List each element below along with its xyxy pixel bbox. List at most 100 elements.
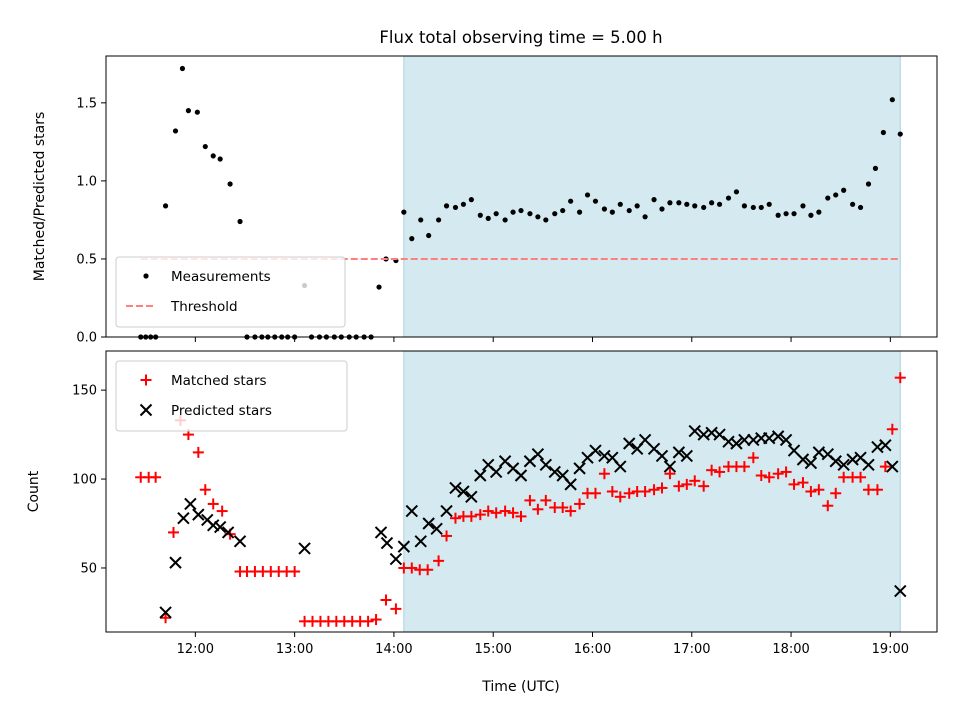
- ratio-legend: Measurements Threshold: [115, 256, 346, 328]
- ratio-panel: 0.0 0.5 1.0 1.5 Matched/Predicted stars Mea…: [32, 55, 938, 346]
- matched-stars-point: [788, 478, 800, 490]
- predicted-stars-point: [573, 462, 586, 475]
- measurements-point: [857, 204, 864, 211]
- matched-stars-point: [433, 555, 445, 567]
- predicted-stars-point: [457, 485, 470, 498]
- measurements-point: [716, 201, 723, 207]
- matched-stars-point: [894, 372, 906, 384]
- observing-window-shade: [403, 350, 901, 633]
- legend-swatch-measurements: [143, 273, 149, 279]
- matched-stars-point: [664, 468, 676, 480]
- measurements-point: [676, 200, 682, 206]
- predicted-stars-point: [548, 465, 561, 479]
- measurements-point: [684, 201, 690, 207]
- predicted-stars-point: [829, 455, 842, 468]
- legend-label-matched-stars: Matched stars: [171, 373, 267, 389]
- measurements-point: [667, 200, 673, 206]
- matched-stars-point: [871, 484, 883, 496]
- predicted-stars-point: [489, 465, 503, 479]
- measurements-point: [502, 217, 508, 223]
- y-tick-label: 1.0: [76, 174, 97, 189]
- measurements-point: [172, 128, 179, 134]
- x-tick-label: 18:00: [772, 642, 809, 657]
- measurements-point: [493, 211, 499, 217]
- predicted-stars-point: [894, 584, 907, 598]
- measurements-point: [376, 284, 382, 290]
- predicted-stars-point: [623, 437, 636, 450]
- matched-stars-point: [540, 494, 552, 506]
- predicted-stars-point: [374, 526, 388, 539]
- x-tick-label: 12:00: [177, 642, 214, 657]
- measurements-point: [485, 215, 491, 221]
- predicted-stars-point: [177, 511, 190, 525]
- predicted-stars-point: [779, 433, 793, 447]
- measurements-point: [833, 192, 839, 198]
- y-tick-label: 150: [72, 384, 97, 399]
- legend-label-predicted-stars: Predicted stars: [171, 403, 272, 419]
- measurements-point: [889, 97, 895, 103]
- predicted-stars-point: [192, 508, 205, 521]
- measurements-point: [179, 65, 186, 72]
- matched-stars-point: [390, 603, 402, 615]
- matched-stars-point: [216, 505, 228, 517]
- measurements-point: [791, 211, 797, 217]
- matched-stars-point: [589, 487, 601, 499]
- measurements-point: [750, 204, 756, 211]
- matched-stars-point: [830, 487, 842, 499]
- matched-stars-point: [623, 487, 635, 499]
- measurements-point: [626, 207, 632, 214]
- legend-swatch-matched-stars: [140, 374, 152, 386]
- matched-stars-point: [380, 594, 392, 606]
- measurements-point: [897, 131, 903, 137]
- matched-stars-point: [565, 505, 577, 517]
- measurements-point: [452, 204, 459, 211]
- y-tick-label: 100: [72, 473, 97, 488]
- predicted-stars-point: [233, 535, 247, 548]
- measurements-point: [227, 181, 233, 187]
- legend-label-measurements: Measurements: [171, 269, 271, 285]
- matched-stars-point: [370, 614, 382, 626]
- predicted-stars-point: [663, 460, 677, 473]
- measurements-point: [584, 192, 591, 198]
- predicted-stars-point: [449, 481, 462, 495]
- matched-stars-point: [763, 471, 775, 483]
- legend-box: [115, 256, 346, 328]
- x-tick-label: 13:00: [276, 642, 313, 657]
- matched-stars-point: [855, 471, 867, 483]
- matched-stars-point: [507, 507, 519, 519]
- measurements-point: [210, 153, 216, 159]
- predicted-stars-point: [796, 453, 810, 466]
- matched-stars-point: [689, 475, 701, 487]
- predicted-stars-point: [422, 517, 435, 530]
- measurements-point: [576, 209, 583, 215]
- matched-stars-point: [780, 466, 792, 478]
- predicted-stars-point: [672, 446, 686, 459]
- predicted-stars-point: [564, 478, 577, 491]
- measurements-point: [552, 211, 558, 217]
- chart-title: Flux total observing time = 5.00 h: [379, 28, 662, 47]
- matched-stars-point: [648, 484, 660, 496]
- measurements-point: [850, 201, 856, 207]
- matched-stars-point: [639, 486, 651, 497]
- measurements-point: [217, 156, 223, 162]
- matched-stars-point: [362, 615, 374, 627]
- measurements-point: [725, 195, 732, 201]
- predicted-stars-point: [440, 504, 453, 518]
- x-axis-label: Time (UTC): [481, 679, 559, 695]
- ratio-y-axis-label: Matched/Predicted stars: [32, 112, 48, 282]
- measurements-point: [701, 204, 707, 211]
- measurements-point: [816, 209, 822, 215]
- predicted-stars-point: [688, 424, 701, 438]
- matched-stars-point: [160, 612, 172, 624]
- measurements-point: [409, 236, 415, 242]
- measurements-point: [800, 203, 806, 209]
- ratio-panel-frame: [105, 55, 938, 338]
- measurements-point: [592, 198, 599, 204]
- matched-stars-point: [714, 466, 726, 478]
- predicted-stars-point: [389, 552, 403, 566]
- measurements-point: [443, 203, 450, 209]
- measurements-point: [642, 214, 648, 220]
- matched-stars-point: [474, 509, 486, 521]
- y-tick-label: 0.5: [76, 252, 97, 267]
- count-y-axis-label: Count: [26, 470, 42, 512]
